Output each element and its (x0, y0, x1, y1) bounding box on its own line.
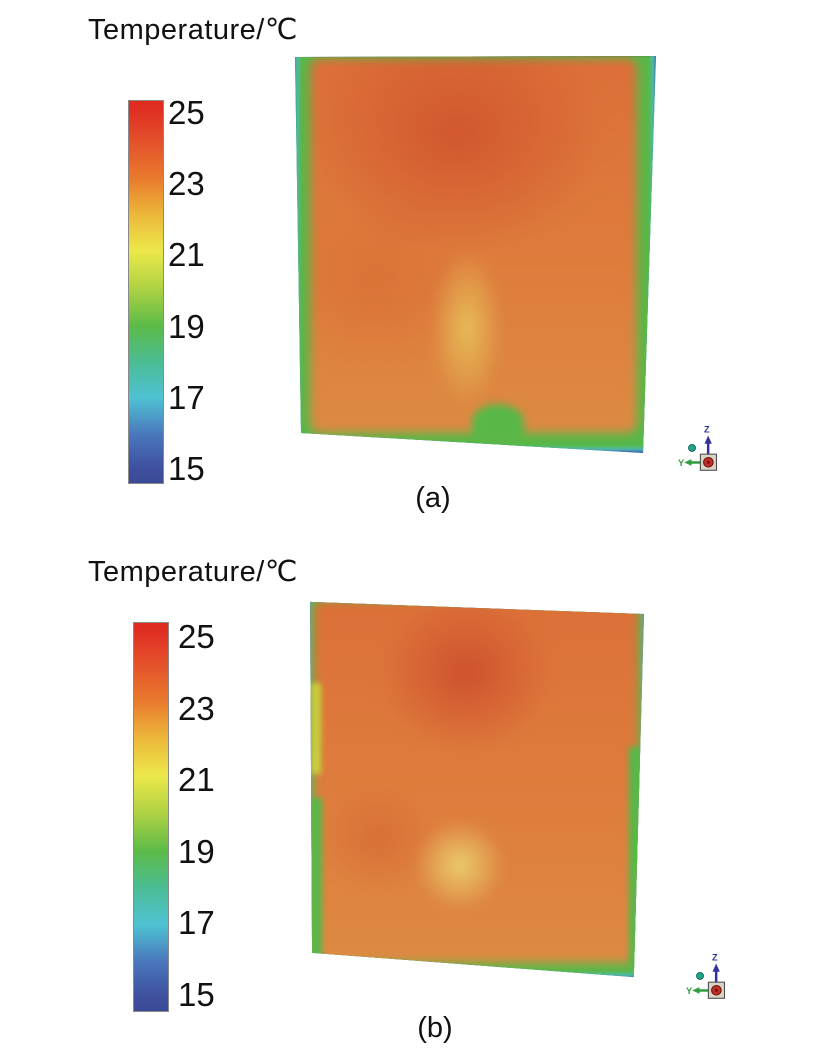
y-arrowhead-icon (684, 459, 692, 466)
tick-label: 21 (168, 236, 205, 274)
tick-label: 23 (178, 689, 215, 727)
interior-temperature-field (313, 601, 639, 963)
y-arrow-shaft (690, 461, 701, 464)
right-green-band (629, 747, 643, 967)
tick-label: 25 (178, 618, 215, 655)
z-arrowhead-icon (704, 435, 712, 444)
panel-a-colorbar-ticks: 25 23 21 19 17 15 (168, 96, 242, 486)
y-axis-label: Y (678, 458, 685, 468)
tick-label: 23 (168, 165, 205, 203)
tick-label: 15 (178, 975, 215, 1013)
left-yellow-streak (311, 683, 321, 775)
left-green-band (310, 798, 322, 969)
panel-b-contour-surface (310, 601, 644, 978)
tick-label: 21 (178, 761, 215, 799)
origin-dot-center (706, 460, 711, 464)
z-arrowhead-icon (712, 963, 720, 972)
bottom-green-bump (471, 404, 524, 440)
z-arrow-shaft (706, 441, 710, 456)
panel-b-colorbar-ticks: 25 23 21 19 17 15 (178, 620, 252, 1012)
z-axis-label: Z (712, 952, 718, 962)
y-arrowhead-icon (692, 987, 700, 994)
panel-a-contour-plot (293, 54, 658, 454)
tick-label: 17 (168, 378, 205, 416)
interior-temperature-field (310, 58, 637, 433)
panel-a-title: Temperature/℃ (88, 14, 298, 46)
panel-a-colorbar (128, 100, 164, 484)
tick-label: 19 (168, 307, 205, 345)
panel-b-title: Temperature/℃ (88, 556, 298, 588)
tick-label: 17 (178, 904, 215, 942)
tick-label: 19 (178, 832, 215, 870)
axis-triad: Z Y (678, 424, 717, 471)
tick-label: 15 (168, 449, 205, 487)
axis-triad: Z Y (686, 952, 725, 999)
panel-b-colorbar (133, 622, 169, 1012)
z-axis-label: Z (704, 424, 710, 434)
z-arrow-shaft (714, 969, 718, 984)
top-edge-line (301, 54, 650, 56)
panel-a-contour-surface (295, 54, 656, 453)
y-arrow-shaft (698, 989, 709, 992)
panel-a-caption: (a) (415, 482, 451, 514)
y-axis-label: Y (686, 986, 693, 996)
tick-label: 25 (168, 94, 205, 131)
origin-dot-center (714, 988, 719, 992)
panel-b-contour-plot (308, 600, 646, 979)
panel-b-caption: (b) (417, 1012, 453, 1044)
x-axis-ball-icon (688, 443, 696, 452)
x-axis-ball-icon (696, 971, 704, 980)
